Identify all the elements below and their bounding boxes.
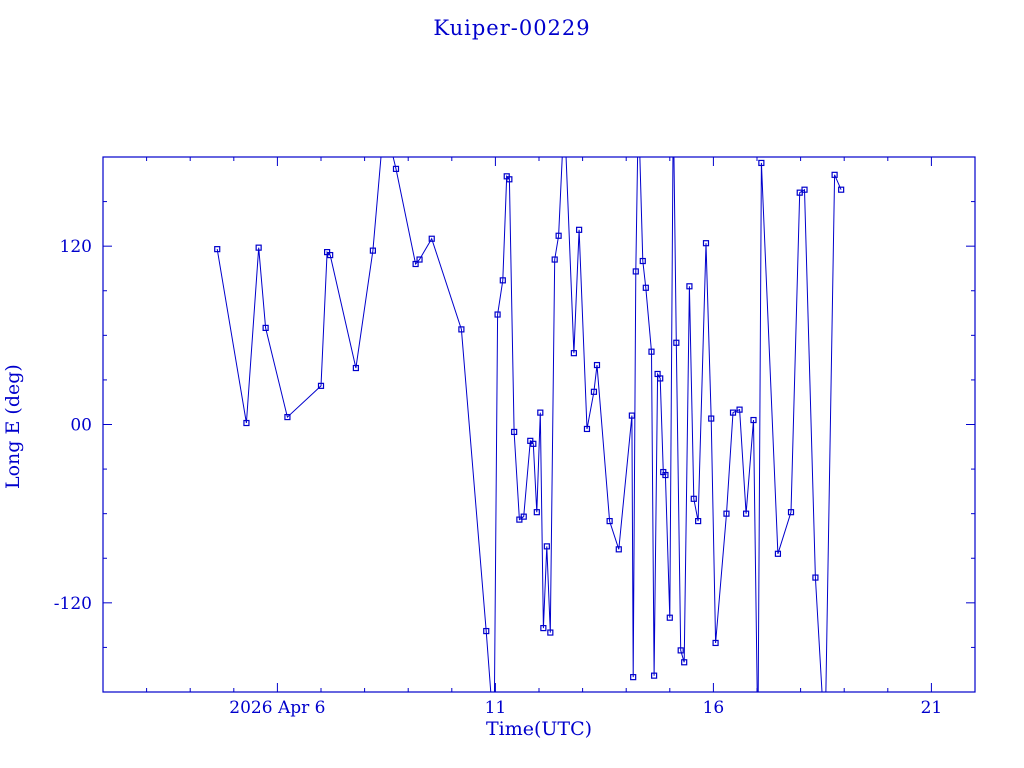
data-point-marker [702, 240, 710, 247]
data-point-marker [243, 419, 250, 427]
data-point-marker [499, 277, 506, 284]
data-point-marker [723, 510, 730, 517]
data-point-marker [648, 348, 655, 355]
data-point-marker [639, 257, 646, 265]
data-point-marker [615, 546, 622, 553]
x-axis-label: Time(UTC) [485, 718, 593, 740]
data-point-marker [327, 251, 334, 259]
data-point-marker [511, 428, 518, 436]
series-line [216, 157, 842, 692]
data-point-marker [636, 102, 641, 107]
data-point-marker [255, 244, 262, 251]
data-point-marker [412, 260, 419, 268]
data-point-marker [801, 186, 808, 193]
plot-frame [102, 156, 976, 693]
data-point-marker [630, 674, 637, 681]
data-point-marker [576, 226, 583, 233]
data-point-marker [686, 283, 693, 290]
data-point-marker [632, 268, 639, 275]
data-point-marker [758, 159, 765, 167]
data-point-marker [708, 415, 715, 422]
data-point-marker [642, 284, 649, 291]
data-point-marker [712, 639, 719, 647]
data-point-marker [590, 388, 598, 395]
data-series [214, 102, 845, 747]
data-point-marker [838, 186, 845, 193]
data-point-marker [628, 412, 635, 419]
data-point-marker [570, 350, 577, 357]
data-point-marker [483, 627, 490, 635]
data-point-marker [651, 672, 658, 679]
data-point-marker [530, 440, 537, 447]
data-point-marker [214, 246, 221, 253]
data-point-marker [606, 517, 613, 525]
data-point-marker [662, 471, 669, 479]
data-point-marker [657, 375, 664, 382]
data-point-marker [492, 734, 497, 739]
data-point-marker [547, 629, 554, 636]
data-point-marker [537, 409, 544, 416]
data-point-marker [673, 339, 680, 346]
data-point-marker [369, 247, 376, 254]
x-tick-label: 2026 Apr 6 [229, 698, 325, 718]
data-point-marker [543, 543, 550, 550]
data-point-marker [729, 409, 737, 416]
data-point-marker [736, 406, 743, 413]
data-point-marker [690, 495, 697, 502]
data-point-marker [428, 235, 435, 242]
data-point-marker [593, 361, 601, 369]
data-point-marker [392, 165, 400, 172]
x-tick-label: 16 [703, 698, 725, 718]
data-point-marker [562, 110, 567, 115]
data-point-marker [666, 614, 673, 621]
data-point-marker [671, 102, 676, 107]
x-tick-label: 11 [485, 698, 507, 718]
data-point-marker [540, 624, 547, 632]
data-point-marker [787, 509, 795, 516]
data-point-marker [533, 509, 540, 516]
data-point-marker [555, 232, 562, 239]
data-point-marker [823, 742, 828, 747]
data-point-marker [382, 117, 387, 122]
data-point-marker [681, 659, 688, 666]
x-tick-label: 21 [921, 698, 943, 718]
data-point-marker [284, 413, 291, 421]
data-point-marker [494, 311, 501, 318]
data-point-marker [774, 550, 782, 557]
data-point-marker [458, 326, 465, 333]
data-point-marker [750, 416, 757, 424]
y-tick-label: -120 [54, 594, 92, 614]
data-point-marker [317, 382, 325, 389]
data-point-marker [352, 364, 359, 372]
data-point-marker [520, 513, 527, 520]
data-point-marker [831, 171, 838, 178]
data-point-marker [812, 574, 819, 581]
data-point-marker [262, 324, 269, 332]
data-point-marker [416, 256, 423, 263]
data-point-marker [677, 647, 684, 654]
data-point-marker [583, 425, 591, 433]
data-point-marker [755, 742, 760, 747]
chart-title: Kuiper-00229 [433, 16, 591, 40]
data-point-marker [551, 256, 558, 263]
y-tick-label: 120 [60, 237, 92, 257]
data-point-marker [506, 176, 513, 183]
data-point-marker [742, 510, 750, 517]
data-point-marker [695, 517, 702, 525]
y-tick-label: 00 [70, 416, 92, 436]
